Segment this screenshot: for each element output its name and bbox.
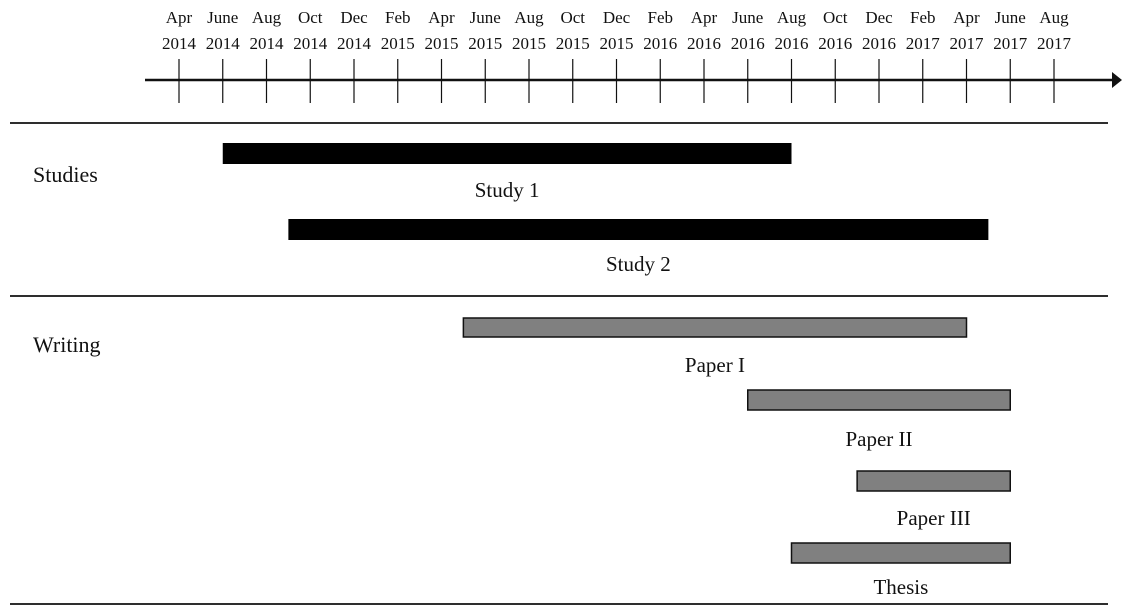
tick-label-month: Apr (691, 8, 718, 27)
tick-label-month: Apr (166, 8, 193, 27)
tick-label-month: Oct (560, 8, 585, 27)
tick-label-year: 2014 (337, 34, 372, 53)
timeline-bar (222, 143, 792, 164)
bar-label: Thesis (873, 575, 928, 599)
section-label: Studies (33, 162, 98, 187)
bar-label: Paper II (845, 427, 912, 451)
tick-label-month: Oct (823, 8, 848, 27)
tick-label-month: Aug (252, 8, 282, 27)
tick-label-year: 2016 (687, 34, 721, 53)
tick-label-month: June (207, 8, 238, 27)
tick-label-year: 2017 (993, 34, 1028, 53)
timeline-bar (747, 389, 1011, 411)
tick-label-year: 2016 (775, 34, 809, 53)
tick-label-month: Aug (777, 8, 807, 27)
tick-label-month: Oct (298, 8, 323, 27)
section-label: Writing (33, 332, 101, 357)
tick-label-month: Dec (865, 8, 893, 27)
tick-label-month: Dec (603, 8, 631, 27)
bar-label: Study 1 (475, 178, 540, 202)
tick-label-year: 2016 (818, 34, 852, 53)
tick-label-month: Feb (910, 8, 936, 27)
tick-label-month: June (732, 8, 763, 27)
tick-label-month: June (470, 8, 501, 27)
timeline-bar (462, 317, 968, 338)
bar-label: Paper III (897, 506, 971, 530)
tick-label-month: Apr (428, 8, 455, 27)
tick-label-month: Aug (514, 8, 544, 27)
timeline-bar (856, 470, 1011, 492)
tick-label-month: Apr (953, 8, 980, 27)
tick-label-year: 2016 (731, 34, 765, 53)
section-writing: Writing Paper I Paper II Paper III Thesis (33, 317, 1011, 599)
tick-label-year: 2015 (381, 34, 415, 53)
tick-label-year: 2014 (206, 34, 241, 53)
tick-label-year: 2014 (250, 34, 285, 53)
tick-label-year: 2014 (162, 34, 197, 53)
tick-label-year: 2017 (906, 34, 941, 53)
axis-arrowhead-icon (1112, 72, 1122, 88)
tick-label-month: Feb (385, 8, 411, 27)
bar-label: Paper I (685, 353, 745, 377)
tick-label-year: 2014 (293, 34, 328, 53)
tick-label-year: 2015 (425, 34, 459, 53)
tick-label-month: Feb (648, 8, 674, 27)
timeline-bar (790, 542, 1011, 564)
tick-label-month: Dec (340, 8, 368, 27)
tick-label-year: 2015 (512, 34, 546, 53)
tick-label-year: 2015 (468, 34, 502, 53)
timeline-axis: Apr 2014 June 2014 Aug 2014 Oct 2014 Dec 2014 Feb 2… (145, 8, 1122, 103)
tick-label-year: 2017 (1037, 34, 1072, 53)
tick-label-year: 2015 (600, 34, 634, 53)
tick-label-month: Aug (1039, 8, 1069, 27)
timeline-sections: Studies Study 1 Study 2 Writing Paper I Paper… (10, 122, 1108, 605)
tick-label-month: June (995, 8, 1026, 27)
tick-label-year: 2016 (862, 34, 896, 53)
tick-label-year: 2016 (643, 34, 677, 53)
timeline-bar (288, 219, 989, 240)
bar-label: Study 2 (606, 252, 671, 276)
tick-label-year: 2015 (556, 34, 590, 53)
tick-label-year: 2017 (950, 34, 985, 53)
section-studies: Studies Study 1 Study 2 (33, 143, 989, 276)
